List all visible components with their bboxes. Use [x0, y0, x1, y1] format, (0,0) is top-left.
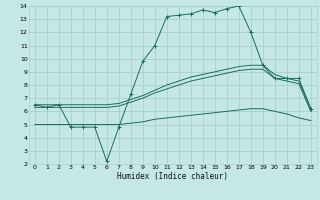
X-axis label: Humidex (Indice chaleur): Humidex (Indice chaleur)	[117, 172, 228, 181]
